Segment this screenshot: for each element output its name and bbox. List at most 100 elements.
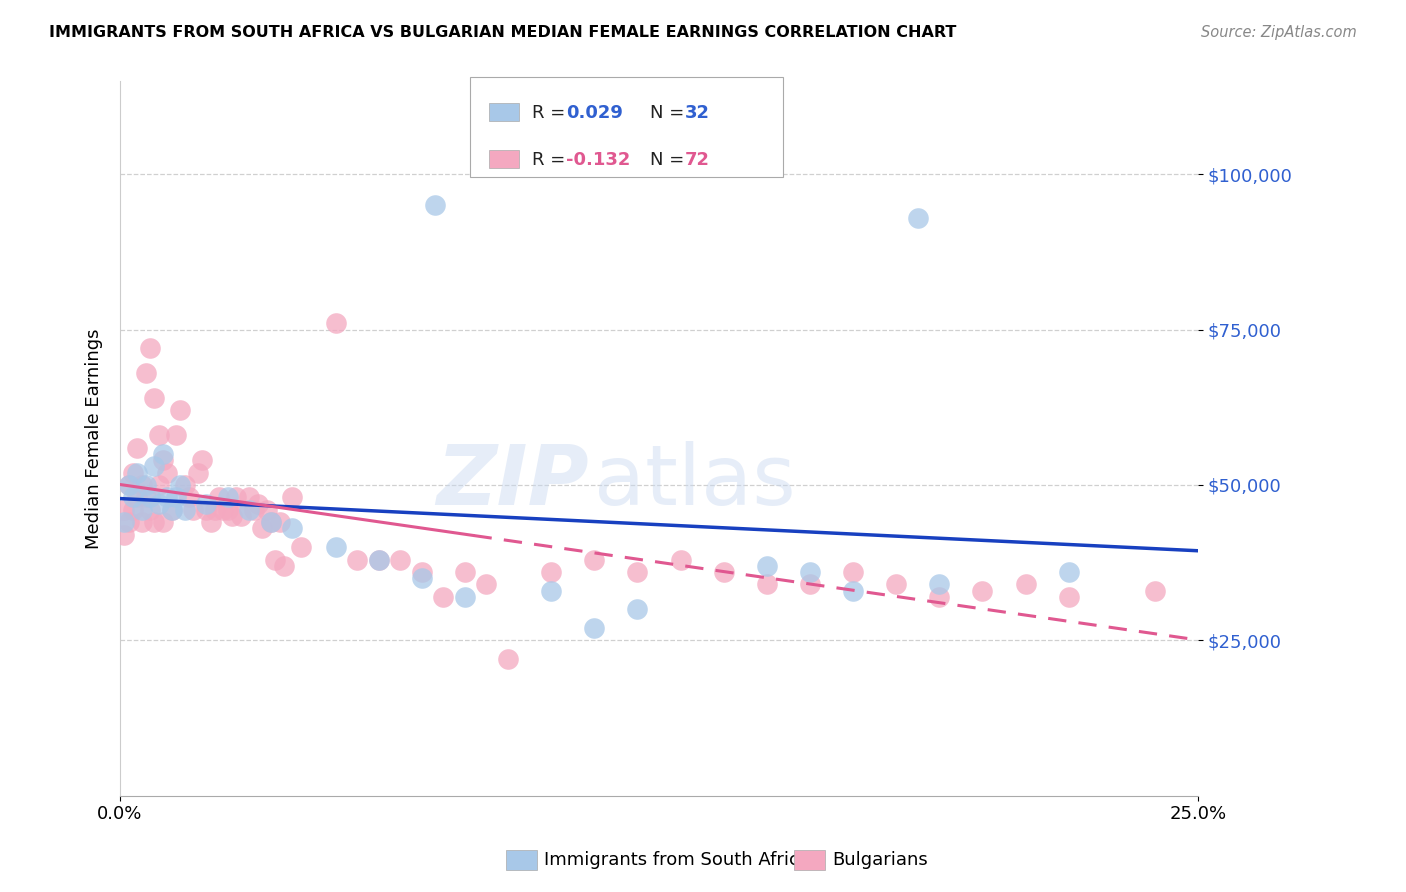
Point	[799, 577, 821, 591]
Point	[139, 341, 162, 355]
Point	[122, 503, 145, 517]
Point	[842, 565, 865, 579]
Point	[127, 466, 149, 480]
Point	[160, 503, 183, 517]
Point	[264, 552, 287, 566]
Point	[713, 565, 735, 579]
Text: Bulgarians: Bulgarians	[832, 851, 928, 869]
Point	[496, 652, 519, 666]
Point	[626, 602, 648, 616]
Text: 32: 32	[685, 104, 710, 122]
Point	[325, 540, 347, 554]
Point	[755, 558, 778, 573]
Point	[131, 515, 153, 529]
Point	[281, 521, 304, 535]
Point	[156, 466, 179, 480]
Point	[454, 590, 477, 604]
Text: 0.029: 0.029	[567, 104, 623, 122]
Point	[540, 583, 562, 598]
Point	[583, 621, 606, 635]
Text: Source: ZipAtlas.com: Source: ZipAtlas.com	[1201, 25, 1357, 40]
Point	[165, 491, 187, 505]
Text: Immigrants from South Africa: Immigrants from South Africa	[544, 851, 810, 869]
Point	[112, 527, 135, 541]
Point	[160, 503, 183, 517]
Point	[204, 503, 226, 517]
Point	[1057, 565, 1080, 579]
Point	[238, 491, 260, 505]
Point	[225, 491, 247, 505]
FancyBboxPatch shape	[489, 150, 519, 168]
Point	[423, 198, 446, 212]
Point	[139, 503, 162, 517]
Point	[131, 478, 153, 492]
Point	[411, 571, 433, 585]
Point	[212, 503, 235, 517]
Text: 72: 72	[685, 151, 710, 169]
Point	[229, 508, 252, 523]
Point	[135, 366, 157, 380]
Point	[200, 515, 222, 529]
Point	[367, 552, 389, 566]
Text: ZIP: ZIP	[436, 441, 589, 522]
Point	[1057, 590, 1080, 604]
Point	[187, 466, 209, 480]
Point	[260, 515, 283, 529]
Point	[122, 491, 145, 505]
Point	[117, 515, 139, 529]
Text: N =: N =	[651, 104, 690, 122]
Point	[583, 552, 606, 566]
FancyBboxPatch shape	[489, 103, 519, 121]
Point	[165, 428, 187, 442]
Point	[238, 503, 260, 517]
Point	[148, 497, 170, 511]
Point	[135, 478, 157, 492]
Text: atlas: atlas	[595, 441, 796, 522]
Point	[669, 552, 692, 566]
Text: IMMIGRANTS FROM SOUTH AFRICA VS BULGARIAN MEDIAN FEMALE EARNINGS CORRELATION CHA: IMMIGRANTS FROM SOUTH AFRICA VS BULGARIA…	[49, 25, 956, 40]
Point	[799, 565, 821, 579]
Point	[117, 478, 139, 492]
Point	[907, 211, 929, 225]
Point	[540, 565, 562, 579]
Point	[195, 503, 218, 517]
Point	[139, 491, 162, 505]
Point	[112, 515, 135, 529]
Point	[169, 478, 191, 492]
Point	[148, 478, 170, 492]
Point	[143, 459, 166, 474]
Point	[325, 316, 347, 330]
Point	[626, 565, 648, 579]
Point	[411, 565, 433, 579]
Text: -0.132: -0.132	[567, 151, 631, 169]
Point	[755, 577, 778, 591]
Point	[1143, 583, 1166, 598]
Point	[221, 508, 243, 523]
Point	[181, 503, 204, 517]
Point	[143, 515, 166, 529]
Point	[127, 441, 149, 455]
Point	[217, 491, 239, 505]
Point	[252, 521, 274, 535]
Point	[208, 491, 231, 505]
Point	[117, 478, 139, 492]
Point	[256, 503, 278, 517]
Point	[246, 497, 269, 511]
Point	[131, 503, 153, 517]
Point	[928, 590, 950, 604]
Point	[475, 577, 498, 591]
Point	[122, 466, 145, 480]
Point	[173, 478, 195, 492]
Point	[273, 558, 295, 573]
Point	[972, 583, 994, 598]
Point	[884, 577, 907, 591]
Text: R =: R =	[531, 151, 571, 169]
Point	[169, 403, 191, 417]
Point	[152, 453, 174, 467]
Y-axis label: Median Female Earnings: Median Female Earnings	[86, 328, 103, 549]
Point	[135, 491, 157, 505]
Point	[156, 491, 179, 505]
Point	[152, 447, 174, 461]
Point	[432, 590, 454, 604]
Point	[191, 453, 214, 467]
